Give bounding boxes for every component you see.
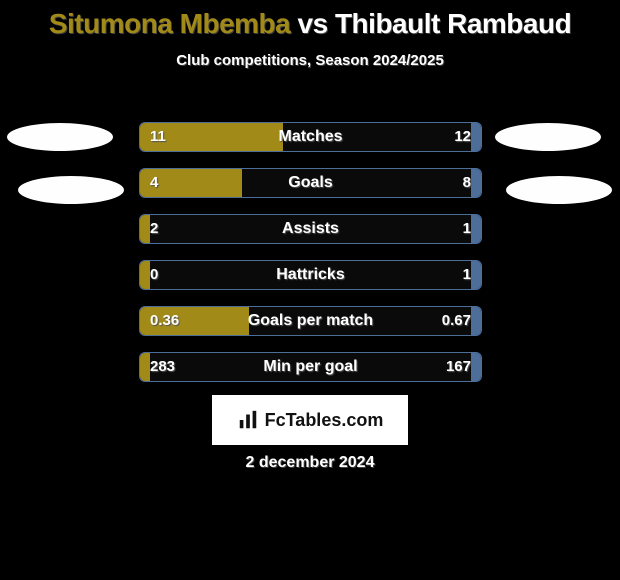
stat-row: 0.36Goals per match0.67: [139, 306, 482, 336]
stat-value-p2: 0.67: [442, 307, 471, 335]
stats-container: 11Matches124Goals82Assists10Hattricks10.…: [139, 122, 482, 398]
stat-label: Hattricks: [140, 261, 481, 289]
brand-badge: FcTables.com: [212, 395, 408, 445]
chart-icon: [237, 409, 259, 431]
stat-row: 11Matches12: [139, 122, 482, 152]
stat-value-p2: 1: [463, 261, 471, 289]
stat-label: Goals: [140, 169, 481, 197]
player1-name: Situmona Mbemba: [49, 8, 290, 39]
stat-value-p2: 12: [454, 123, 471, 151]
stat-row: 2Assists1: [139, 214, 482, 244]
stat-value-p2: 167: [446, 353, 471, 381]
stat-label: Goals per match: [140, 307, 481, 335]
date-label: 2 december 2024: [0, 454, 620, 472]
stat-label: Assists: [140, 215, 481, 243]
stat-label: Min per goal: [140, 353, 481, 381]
brand-text: FcTables.com: [265, 410, 384, 431]
stat-row: 283Min per goal167: [139, 352, 482, 382]
stat-value-p2: 8: [463, 169, 471, 197]
stat-row: 4Goals8: [139, 168, 482, 198]
stat-value-p2: 1: [463, 215, 471, 243]
stat-label: Matches: [140, 123, 481, 151]
player1-avatar-shadow: [18, 176, 124, 204]
vs-label: vs: [298, 8, 328, 39]
comparison-title: Situmona Mbemba vs Thibault Rambaud: [0, 0, 620, 40]
player1-avatar: [7, 123, 113, 151]
stat-row: 0Hattricks1: [139, 260, 482, 290]
player2-avatar: [495, 123, 601, 151]
player2-avatar-shadow: [506, 176, 612, 204]
subtitle: Club competitions, Season 2024/2025: [0, 52, 620, 69]
player2-name: Thibault Rambaud: [335, 8, 571, 39]
